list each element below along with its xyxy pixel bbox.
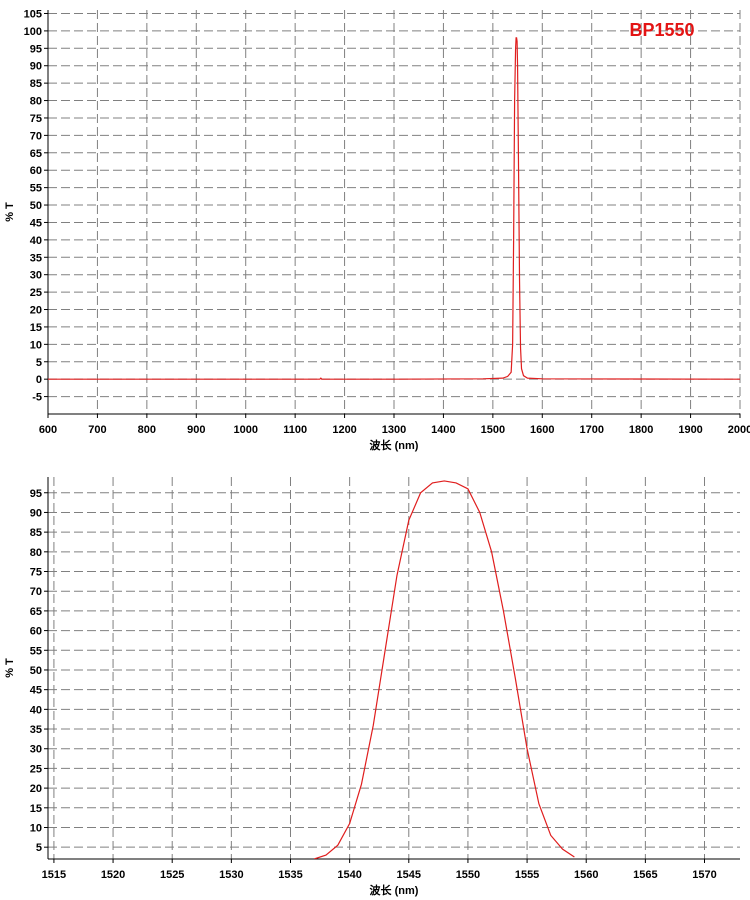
x-tick-label: 1535 <box>278 869 302 881</box>
y-tick-label: 20 <box>30 305 42 317</box>
y-tick-label: 30 <box>30 744 42 756</box>
x-tick-label: 1800 <box>629 424 653 436</box>
x-tick-label: 1545 <box>397 869 421 881</box>
x-tick-label: 1100 <box>283 424 307 436</box>
y-tick-label: 40 <box>30 704 42 716</box>
y-tick-label: 45 <box>30 685 42 697</box>
x-tick-label: 1520 <box>101 869 125 881</box>
y-tick-label: 85 <box>30 78 42 90</box>
x-tick-labels: 1515 1520 1525 1530 1535 1540 1545 1550 1555 1560… <box>42 859 717 881</box>
y-tick-label: 100 <box>24 26 42 38</box>
x-tick-label: 1200 <box>332 424 356 436</box>
y-tick-label: 10 <box>30 822 42 834</box>
y-tick-label: 95 <box>30 43 42 55</box>
y-tick-label: 50 <box>30 200 42 212</box>
y-tick-label: 15 <box>30 322 42 334</box>
y-tick-label: 5 <box>36 357 42 369</box>
y-tick-label: 75 <box>30 567 42 579</box>
y-tick-label: 50 <box>30 665 42 677</box>
y-tick-label: 80 <box>30 96 42 108</box>
x-tick-label: 1550 <box>456 869 480 881</box>
x-tick-label: 1530 <box>219 869 243 881</box>
y-tick-label: 10 <box>30 339 42 351</box>
y-axis-label: % T <box>4 658 16 678</box>
y-tick-label: 25 <box>30 763 42 775</box>
y-tick-label: 90 <box>30 507 42 519</box>
grid-lines <box>48 10 741 414</box>
full-spectrum-chart: -5 0 5 10 15 20 25 30 35 40 45 50 55 60 65 70 75 80 85 90 95… <box>4 8 750 452</box>
zoomed-peak-chart: 5101520253035404550556065707580859095151… <box>4 477 740 897</box>
y-tick-label: 35 <box>30 252 42 264</box>
y-tick-label: 25 <box>30 287 42 299</box>
y-tick-label: 35 <box>30 724 42 736</box>
y-tick-label: 15 <box>30 803 42 815</box>
y-tick-labels: 5 10 15 20 25 30 35 40 45 50 55 60 65 70 75 80 85 90 95 <box>30 488 48 854</box>
x-tick-label: 600 <box>39 424 57 436</box>
y-tick-label: 55 <box>30 645 42 657</box>
y-tick-label: 85 <box>30 527 42 539</box>
y-tick-label: 80 <box>30 547 42 559</box>
transmission-series-line <box>313 480 575 859</box>
x-tick-label: 800 <box>138 424 156 436</box>
y-tick-label: 40 <box>30 235 42 247</box>
x-tick-label: 1515 <box>42 869 66 881</box>
x-tick-label: 700 <box>88 424 106 436</box>
y-tick-label: 60 <box>30 626 42 638</box>
x-tick-label: 1400 <box>431 424 455 436</box>
y-tick-label: 30 <box>30 270 42 282</box>
y-tick-label: 90 <box>30 61 42 73</box>
y-tick-label: 70 <box>30 130 42 142</box>
x-tick-label: 1570 <box>692 869 716 881</box>
y-tick-label: 20 <box>30 783 42 795</box>
x-tick-label: 1300 <box>382 424 406 436</box>
x-tick-labels: 600 700 800 900 1000 1100 1200 1300 1400 1500 1600… <box>39 414 750 436</box>
x-tick-label: 1900 <box>678 424 702 436</box>
x-tick-label: 1565 <box>633 869 657 881</box>
y-tick-label: 65 <box>30 606 42 618</box>
x-tick-label: 900 <box>187 424 205 436</box>
y-tick-label: 75 <box>30 113 42 125</box>
x-tick-label: 1560 <box>574 869 598 881</box>
y-tick-label: 5 <box>36 842 42 854</box>
x-tick-label: 1500 <box>481 424 505 436</box>
x-tick-label: 1000 <box>233 424 257 436</box>
y-tick-label: 0 <box>36 374 42 386</box>
y-tick-labels: -5 0 5 10 15 20 25 30 35 40 45 50 55 60 65 70 75 80 85 90 95… <box>24 8 48 404</box>
x-tick-label: 1700 <box>579 424 603 436</box>
y-tick-label: 65 <box>30 148 42 160</box>
x-axis-label: 波长 (nm) <box>370 438 419 452</box>
grid-lines <box>48 477 740 859</box>
chart-title: BP1550 <box>629 20 694 40</box>
y-tick-label: 70 <box>30 586 42 598</box>
y-tick-label: 60 <box>30 165 42 177</box>
x-tick-label: 2000 <box>728 424 750 436</box>
y-tick-label: 95 <box>30 488 42 500</box>
x-tick-label: 1555 <box>515 869 539 881</box>
transmission-series-line <box>48 37 740 380</box>
x-tick-label: 1540 <box>337 869 361 881</box>
y-tick-label: -5 <box>32 392 42 404</box>
y-tick-label: 105 <box>24 8 42 20</box>
y-tick-label: 45 <box>30 217 42 229</box>
y-tick-label: 55 <box>30 183 42 195</box>
y-axis-label: % T <box>4 202 16 222</box>
x-axis-label: 波长 (nm) <box>370 883 419 897</box>
x-tick-label: 1600 <box>530 424 554 436</box>
x-tick-label: 1525 <box>160 869 184 881</box>
